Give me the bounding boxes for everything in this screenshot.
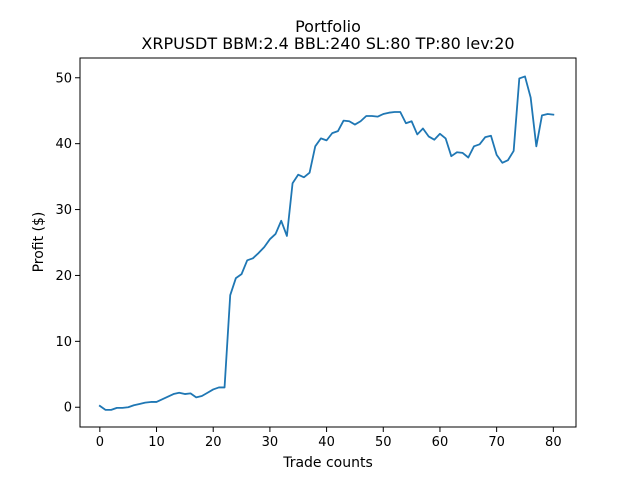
series-line-0: [98, 75, 555, 411]
plot-area: 0 10 20 30 40 50 60 70 80 0 10 20 30 40 50: [55, 57, 577, 450]
plot-frame: [79, 57, 577, 428]
y-tick-label: 50: [55, 71, 72, 86]
x-tick-label: 0: [96, 435, 104, 450]
y-tick-label: 10: [55, 335, 72, 350]
chart-subtitle: XRPUSDT BBM:2.4 BBL:240 SL:80 TP:80 lev:…: [141, 34, 514, 53]
x-tick-label: 80: [545, 435, 562, 450]
x-tick-label: 50: [375, 435, 392, 450]
x-tick-label: 60: [432, 435, 449, 450]
x-axis-label: Trade counts: [282, 455, 373, 471]
x-tick-label: 40: [318, 435, 335, 450]
chart-title: Portfolio: [295, 17, 361, 36]
x-tick-label: 70: [488, 435, 505, 450]
y-tick-label: 40: [55, 137, 72, 152]
y-tick-label: 30: [55, 203, 72, 218]
x-tick-label: 30: [262, 435, 279, 450]
y-tick-label: 0: [64, 401, 72, 416]
x-tick-label: 20: [205, 435, 222, 450]
y-axis-label: Profit ($): [31, 212, 47, 273]
x-tick-label: 10: [148, 435, 165, 450]
y-tick-label: 20: [55, 269, 72, 284]
